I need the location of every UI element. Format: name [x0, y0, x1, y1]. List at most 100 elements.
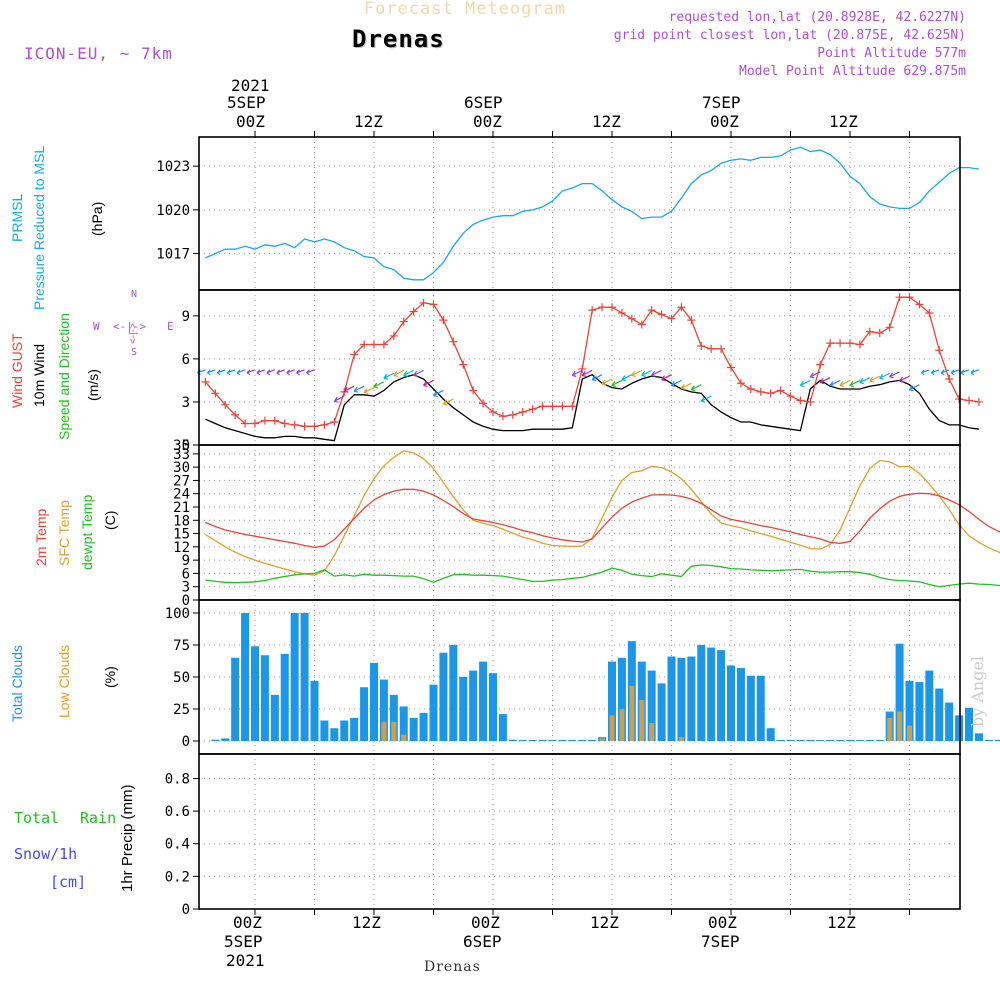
wind-gust-marker [727, 363, 735, 372]
total-cloud-bar [617, 657, 626, 741]
wind-10m-line [205, 373, 979, 442]
top-tick-4: 00Z [710, 112, 739, 131]
wind-gust-marker [796, 396, 805, 405]
wind-gust-label: Wind GUST [9, 333, 25, 408]
wind-gust-marker [320, 420, 329, 429]
wind-gust-marker [776, 386, 785, 395]
ytick-label-precip: 0 [182, 902, 190, 918]
wind-direction-arrow [670, 379, 682, 387]
ytick-label-clouds: 75 [173, 638, 190, 654]
ytick-label-temp: 15 [173, 527, 190, 543]
ytick-label-pressure: 1023 [156, 159, 190, 175]
wind-gust-marker [201, 377, 210, 386]
ytick-label-wind: 0 [182, 438, 190, 454]
low-cloud-bar [678, 737, 684, 741]
total-cloud-bar [647, 670, 656, 741]
wind-gust-marker [370, 340, 378, 349]
total-cloud-bar [955, 715, 964, 741]
wind-direction-arrow [246, 369, 256, 376]
wind-direction-arrow [819, 377, 831, 385]
wind-direction-arrow [859, 377, 871, 385]
wind-gust-marker [409, 307, 418, 316]
wind-direction-arrow [413, 369, 424, 377]
wind-gust-marker [548, 402, 557, 411]
total-cloud-bar [578, 740, 587, 741]
low-cloud-bar [897, 711, 903, 741]
wind-gust-marker [419, 298, 428, 307]
wind-direction-arrow [363, 387, 375, 395]
wind-gust-marker [211, 389, 220, 398]
wind-gust-marker [657, 310, 666, 319]
wind-direction-arrow [403, 369, 414, 377]
total-cloud-bar [657, 683, 666, 741]
wind-gust-marker [221, 400, 230, 409]
total-cloud-bar [697, 645, 706, 741]
total-cloud-bar [766, 728, 775, 741]
ytick-label-precip: 0.6 [165, 804, 190, 820]
total-cloud-bar [320, 720, 329, 741]
wind-gust-marker [469, 386, 478, 395]
total-cloud-bar [786, 740, 795, 741]
ytick-label-temp: 3 [182, 580, 190, 596]
total-cloud-bar [588, 740, 597, 741]
wind-direction-arrow [236, 369, 246, 376]
wind-gust-marker [310, 422, 319, 431]
total-cloud-bar [865, 740, 874, 741]
total-cloud-bar [310, 680, 319, 741]
sfc-temp-line [205, 450, 1000, 576]
total-cloud-bar [915, 682, 924, 741]
ytick-label-precip: 0.2 [165, 869, 190, 885]
wind-direction-arrow [581, 369, 593, 377]
wind-gust-marker [915, 300, 924, 309]
wind-direction-arrow [661, 374, 672, 382]
wind-gust-marker [766, 389, 775, 398]
wind-direction-arrow [621, 374, 633, 382]
total-cloud-bar [836, 740, 845, 741]
total-cloud-bar [717, 650, 726, 741]
total-cloud-bar [340, 720, 349, 741]
grid-point-coords: grid point closest lon,lat (20.875E, 42.… [613, 28, 966, 43]
ytick-label-temp: 9 [182, 553, 190, 569]
top-day-2: 6SEP [464, 93, 503, 112]
low-cloud-bar [599, 738, 605, 741]
wind-direction-arrow [879, 372, 890, 380]
top-tick-1: 12Z [354, 112, 383, 131]
ytick-label-temp: 24 [173, 487, 190, 503]
total-rain-label-2: Rain [80, 809, 117, 827]
total-cloud-bar [429, 684, 438, 741]
ytick-label-clouds: 50 [173, 670, 190, 686]
wind-gust-marker [885, 323, 894, 332]
location-title: Drenas [352, 25, 445, 53]
ytick-label-clouds: 0 [182, 734, 190, 750]
low-cloud-bar [887, 717, 893, 741]
model-altitude: Model Point Altitude 629.875m [739, 64, 966, 79]
bottom-day-1: 5SEP [224, 932, 263, 951]
bottom-tick-2: 00Z [471, 913, 500, 932]
panel-frame-wind [198, 289, 961, 446]
total-cloud-bar [677, 657, 686, 741]
wind-direction-arrow [849, 379, 861, 387]
wind-direction-arrow [432, 389, 444, 398]
total-cloud-bar [974, 733, 983, 741]
wind-dir-label: Speed and Direction [56, 313, 72, 440]
wind-direction-arrow [393, 369, 405, 377]
ytick-label-temp: 33 [173, 447, 190, 463]
wind-gust-marker [389, 331, 398, 340]
dewpt-line [205, 564, 1000, 588]
wind-gust-marker [786, 392, 795, 401]
ytick-label-wind: 6 [182, 352, 190, 368]
total-cloud-bar [548, 740, 557, 741]
total-cloud-bar [558, 740, 567, 741]
ytick-label-pressure: 1017 [156, 247, 190, 263]
bottom-tick-1: 12Z [352, 913, 381, 932]
total-cloud-bar [984, 740, 993, 741]
wind-direction-arrow [889, 371, 900, 379]
wind-direction-arrow [306, 369, 315, 376]
total-cloud-bar [965, 707, 973, 741]
wind-gust-marker [360, 340, 369, 349]
total-cloud-bar [707, 647, 716, 741]
wind-direction-arrow [611, 379, 623, 387]
wind-direction-arrow [266, 369, 276, 376]
bottom-day-3: 7SEP [701, 932, 740, 951]
wind-direction-arrow [908, 384, 920, 392]
